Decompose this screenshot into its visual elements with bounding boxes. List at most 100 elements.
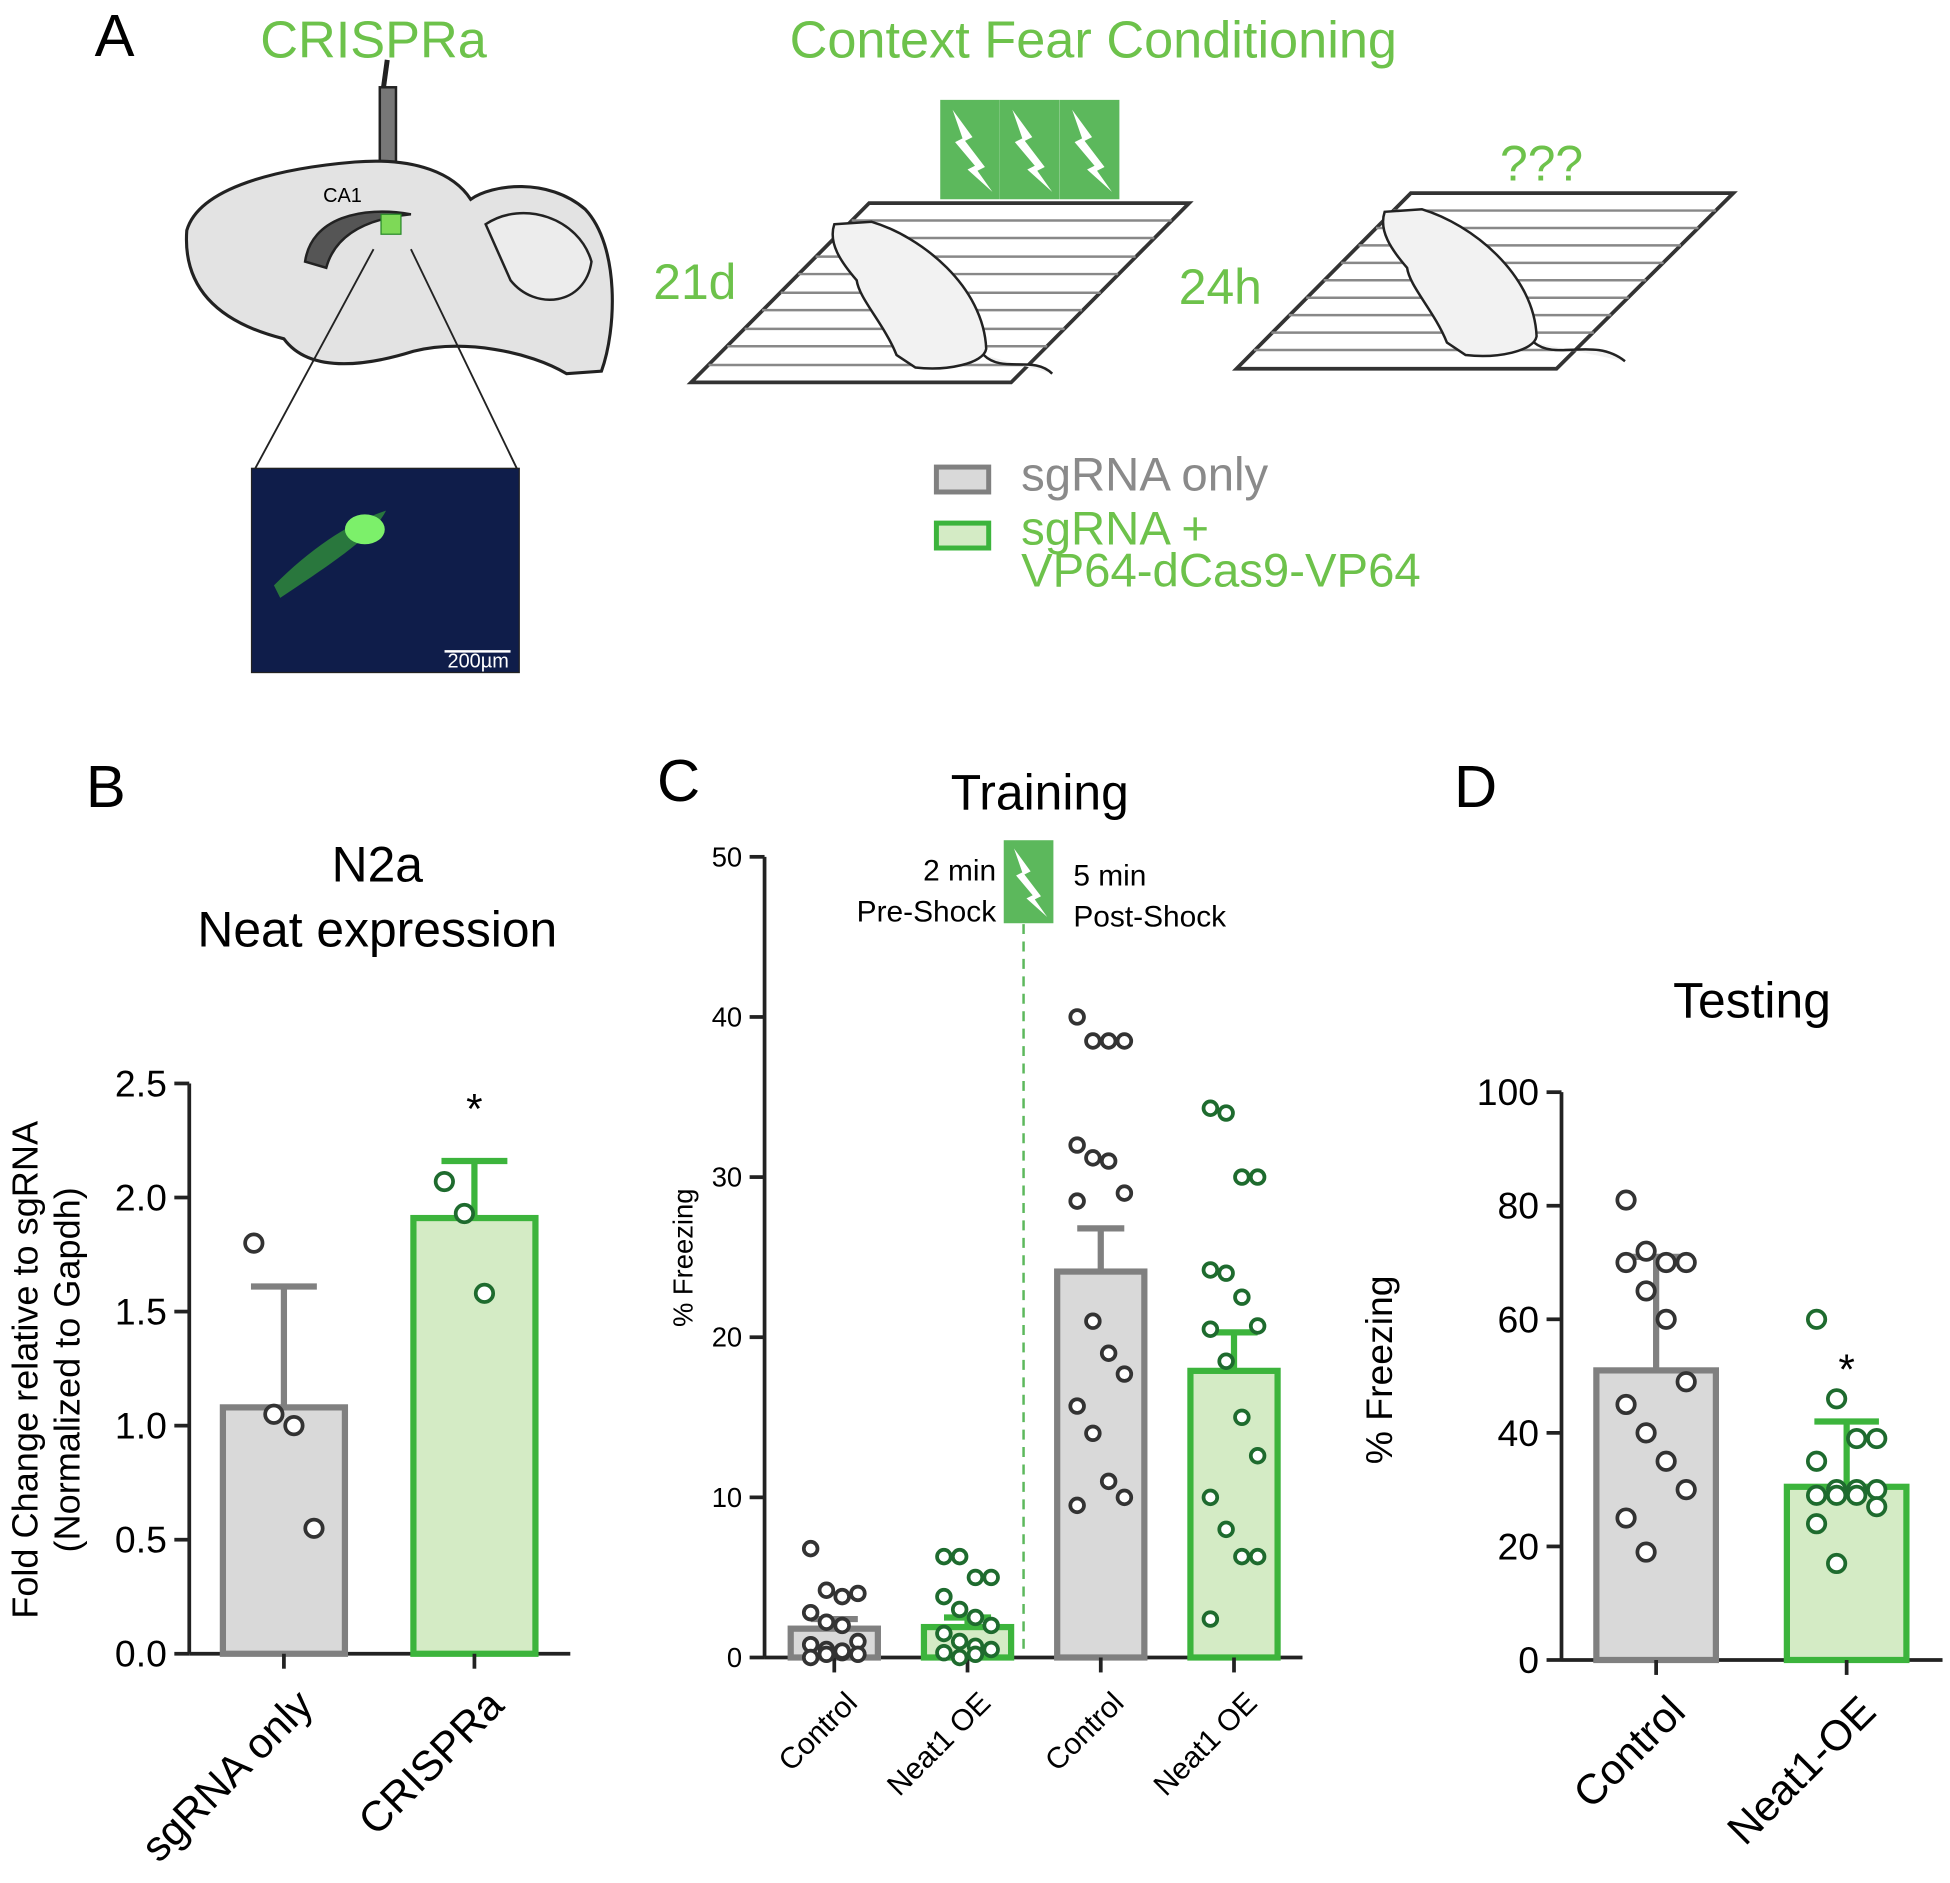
chart-title: Testing [1673, 972, 1831, 1028]
data-point [1201, 1610, 1220, 1628]
y-axis-label: % Freezing [667, 1189, 698, 1327]
y-tick-label: 0 [1518, 1639, 1539, 1681]
data-point [1805, 1513, 1828, 1535]
data-point [935, 1587, 953, 1606]
data-point [1846, 1427, 1868, 1450]
data-point [817, 1613, 836, 1631]
legend-swatch [933, 464, 992, 495]
data-point [1846, 1484, 1868, 1506]
panel-label: D [1454, 753, 1497, 820]
data-point [1115, 1365, 1134, 1383]
y-tick-label: 2.5 [115, 1062, 167, 1104]
data-point [982, 1616, 1000, 1635]
y-axis-label: % Freezing [1358, 1275, 1400, 1464]
shock-label: 5 min [1073, 859, 1146, 892]
data-point [1615, 1189, 1637, 1211]
data-point [833, 1587, 851, 1606]
data-point [833, 1616, 851, 1635]
data-point [1866, 1479, 1888, 1501]
data-point [982, 1568, 1000, 1587]
data-point [1635, 1240, 1657, 1262]
data-point [1084, 1149, 1102, 1167]
legend-label: sgRNA only [1021, 449, 1268, 502]
data-point [1099, 1472, 1118, 1491]
data-point [1826, 1552, 1848, 1575]
data-point [1615, 1393, 1637, 1416]
data-point [1233, 1288, 1251, 1306]
shock-label: 2 min [923, 854, 996, 887]
data-point [1217, 1264, 1235, 1282]
conditioning-diagram: 21d 24h ??? [653, 99, 1738, 385]
chart-title: Neat expression [197, 901, 557, 957]
y-tick-label: 60 [1498, 1298, 1540, 1340]
data-point [1826, 1484, 1848, 1506]
data-point [283, 1415, 305, 1437]
data-point [1201, 1099, 1220, 1117]
data-point [1084, 1032, 1102, 1050]
y-tick-label: 10 [712, 1482, 742, 1513]
data-point [1655, 1308, 1677, 1330]
legend: sgRNA only sgRNA + VP64-dCas9-VP64 [933, 449, 1421, 598]
data-point [1615, 1507, 1637, 1529]
data-point [473, 1282, 496, 1304]
bar [1054, 1268, 1148, 1661]
y-tick-label: 100 [1477, 1071, 1539, 1113]
data-point [1217, 1520, 1235, 1539]
significance-star: * [466, 1086, 482, 1133]
significance-star: * [1838, 1346, 1854, 1393]
panel-label: A [95, 2, 135, 69]
y-tick-label: 2.0 [115, 1177, 167, 1219]
data-point [1826, 1388, 1848, 1410]
data-point [1655, 1450, 1677, 1472]
data-point [1248, 1447, 1267, 1465]
data-point [1068, 1397, 1086, 1415]
y-tick-label: 30 [712, 1162, 742, 1193]
data-point [1233, 1408, 1251, 1427]
data-point [966, 1608, 985, 1627]
data-point [935, 1624, 953, 1643]
y-tick-label: 20 [1498, 1525, 1540, 1567]
x-tick-label: sgRNA only [132, 1680, 322, 1870]
legend-label: VP64-dCas9-VP64 [1021, 545, 1421, 598]
data-point [950, 1600, 969, 1619]
data-point [1675, 1479, 1697, 1501]
y-tick-label: 0.0 [115, 1633, 167, 1675]
data-point [1217, 1104, 1235, 1122]
bar [1593, 1367, 1720, 1664]
data-point [935, 1643, 953, 1662]
data-point [1805, 1308, 1828, 1330]
chart-title: Training [951, 765, 1129, 821]
panel-label: B [86, 753, 126, 820]
bar [410, 1214, 539, 1657]
test-label: ??? [1500, 136, 1583, 192]
y-tick-label: 1.5 [115, 1291, 167, 1333]
data-point [433, 1170, 455, 1193]
data-point [1084, 1312, 1102, 1330]
y-tick-label: 0.5 [115, 1519, 167, 1561]
x-tick-label: Control [772, 1686, 863, 1777]
data-point [263, 1403, 285, 1425]
legend-label: sgRNA + [1021, 502, 1209, 555]
data-point [966, 1645, 985, 1664]
data-point [303, 1517, 325, 1539]
bar [1783, 1483, 1910, 1664]
data-point [1233, 1547, 1251, 1566]
interval-label: 21d [653, 254, 736, 310]
interval-label: 24h [1179, 259, 1262, 315]
shock-marker [1003, 840, 1054, 1658]
data-point [1217, 1352, 1235, 1370]
data-point [1115, 1032, 1134, 1050]
data-point [1099, 1344, 1118, 1362]
data-point [1068, 1192, 1086, 1210]
data-point [1099, 1152, 1118, 1170]
shock-label: Post-Shock [1073, 901, 1226, 934]
data-point [1201, 1261, 1220, 1279]
panel-label: C [657, 747, 700, 814]
y-tick-label: 80 [1498, 1185, 1540, 1227]
y-tick-label: 20 [712, 1322, 742, 1353]
data-point [1675, 1371, 1697, 1393]
data-point [1084, 1424, 1102, 1443]
data-point [1248, 1547, 1267, 1566]
